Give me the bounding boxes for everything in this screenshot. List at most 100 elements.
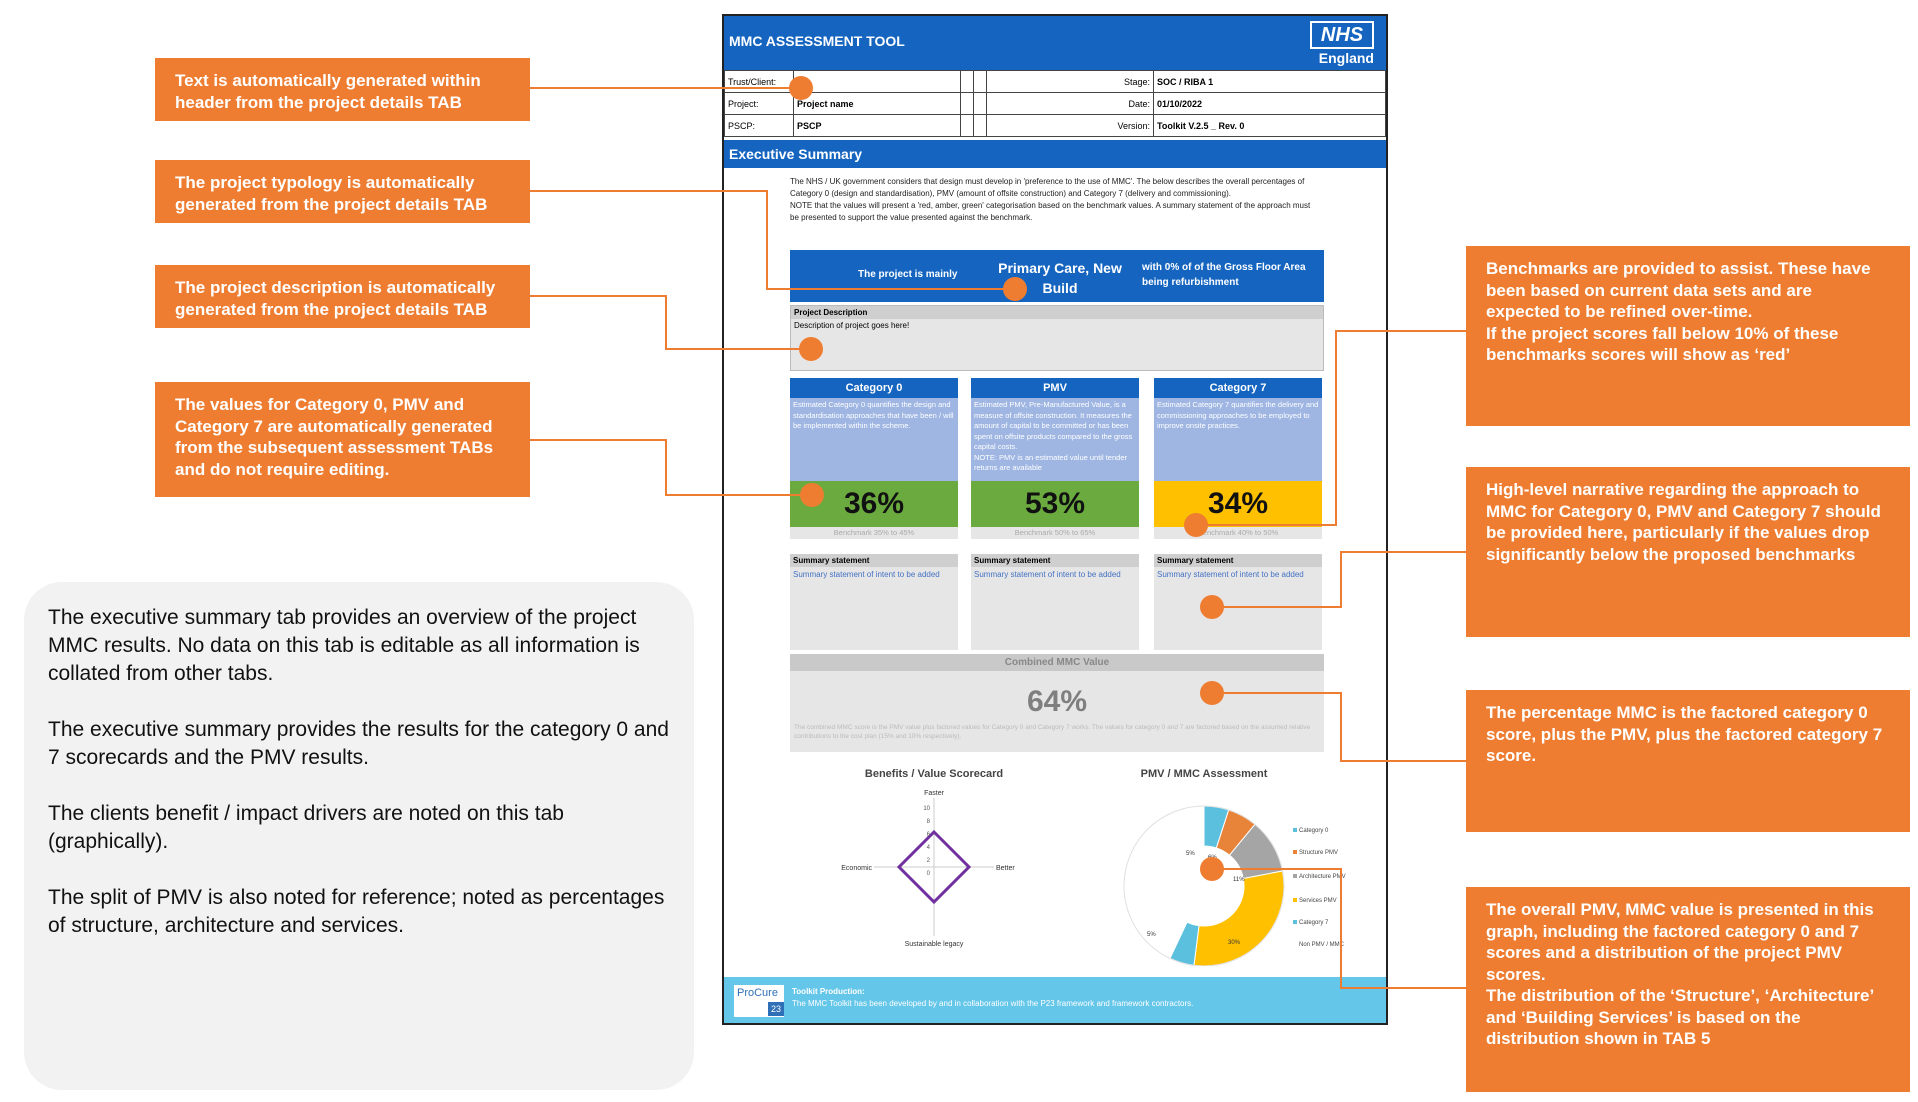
pscp-label: PSCP: [724, 114, 794, 137]
typology-prefix: The project is mainly [858, 269, 958, 280]
category-name: Category 7 [1154, 378, 1322, 398]
document-footer: ProCure 23 Toolkit Production: The MMC T… [724, 977, 1386, 1023]
combined-mmc-value: 64% [1026, 685, 1088, 718]
radar-tick: 10 [923, 806, 930, 812]
donut-chart: 5% 6% 11% 30% 5% Category 0 Structure PM… [1123, 805, 1346, 966]
procure-logo-text: ProCure [737, 987, 778, 999]
executive-summary-heading: Executive Summary [724, 140, 1386, 168]
summary-text: Summary statement of intent to be added [974, 570, 1121, 579]
connector-dot [800, 483, 824, 507]
project-description-box: Project Description Description of proje… [790, 305, 1324, 371]
summary-statement-box: Summary statement Summary statement of i… [1154, 554, 1322, 650]
note-paragraph: The clients benefit / impact drivers are… [48, 802, 564, 853]
legend-item: Category 0 [1299, 828, 1329, 834]
connector-dot [1200, 857, 1224, 881]
category-value: 53% [971, 481, 1139, 527]
radar-chart-title: Benefits / Value Scorecard [864, 768, 1004, 780]
project-description-text: Description of project goes here! [794, 321, 910, 330]
nhs-logo: NHS [1310, 21, 1374, 49]
connector-dot [1184, 513, 1208, 537]
note-paragraph: The split of PMV is also noted for refer… [48, 886, 665, 937]
connector-dot [1200, 595, 1224, 619]
radar-axis-sustainable: Sustainable legacy [905, 941, 964, 948]
category-name: Category 0 [790, 378, 958, 398]
donut-label: 30% [1228, 940, 1241, 946]
summary-statement-box: Summary statement Summary statement of i… [790, 554, 958, 650]
note-paragraph: The executive summary provides the resul… [48, 718, 669, 769]
radar-tick: 4 [927, 845, 931, 851]
callout-project-description: The project description is automatically… [155, 265, 530, 328]
callout-project-typology: The project typology is automatically ge… [155, 160, 530, 223]
category-name: PMV [971, 378, 1139, 398]
summary-heading: Summary statement [1154, 554, 1322, 567]
radar-axis-faster: Faster [924, 790, 945, 797]
callout-narrative: High-level narrative regarding the appro… [1466, 467, 1910, 637]
callout-overall-pmv: The overall PMV, MMC value is presented … [1466, 887, 1910, 1092]
connector-dot [1200, 681, 1224, 705]
donut-outline [1123, 805, 1285, 966]
radar-axis-economic: Economic [841, 865, 872, 872]
pmv-card: PMV Estimated PMV, Pre-Manufactured Valu… [971, 378, 1139, 539]
document-header: MMC ASSESSMENT TOOL NHS England [724, 16, 1386, 70]
executive-summary-document: MMC ASSESSMENT TOOL NHS England Trust/Cl… [722, 14, 1388, 1025]
connector-line [1212, 692, 1466, 762]
explanation-note: The executive summary tab provides an ov… [24, 582, 694, 1090]
version-value: Toolkit V.2.5 _ Rev. 0 [1153, 114, 1386, 137]
project-description-heading: Project Description [791, 306, 1323, 319]
note-paragraph: The executive summary tab provides an ov… [48, 606, 640, 685]
connector-dot [789, 76, 813, 100]
category-benchmark: Benchmark 35% to 45% [790, 527, 958, 539]
callout-category-values: The values for Category 0, PMV and Categ… [155, 382, 530, 497]
callout-header-text: Text is automatically generated within h… [155, 58, 530, 121]
project-info-table: Trust/Client: T... Stage: SOC / RIBA 1 P… [724, 70, 1386, 137]
summary-heading: Summary statement [790, 554, 958, 567]
radar-axis-better: Better [996, 865, 1015, 872]
category-description: Estimated PMV, Pre-Manufactured Value, i… [971, 398, 1139, 481]
radar-tick: 2 [927, 858, 931, 864]
radar-tick: 6 [927, 832, 931, 838]
legend-item: Services PMV [1299, 898, 1337, 904]
footer-heading: Toolkit Production: [792, 987, 865, 996]
typology-value: Primary Care, New Build [998, 260, 1122, 296]
procure23-logo: ProCure 23 [734, 985, 784, 1017]
legend-item: Structure PMV [1299, 850, 1338, 856]
category-7-card: Category 7 Estimated Category 7 quantifi… [1154, 378, 1322, 539]
pscp-value: PSCP [793, 114, 961, 137]
procure-logo-number: 23 [768, 1002, 784, 1016]
category-benchmark: Benchmark 50% to 65% [971, 527, 1139, 539]
donut-label: 5% [1147, 932, 1156, 938]
radar-series-polygon [896, 829, 972, 905]
nhs-logo-subtitle: England [1318, 50, 1374, 66]
connector-line [1196, 330, 1466, 526]
document-title: MMC ASSESSMENT TOOL [729, 33, 905, 49]
legend-item: Non PMV / MMC [1299, 942, 1345, 948]
typology-suffix: with 0% of of the Gross Floor Area being… [1142, 262, 1306, 288]
connector-line [530, 190, 1015, 290]
legend-item: Architecture PMV [1299, 874, 1346, 880]
donut-label: 5% [1186, 851, 1195, 857]
intro-text: The NHS / UK government considers that d… [790, 177, 1311, 222]
summary-statement-box: Summary statement Summary statement of i… [971, 554, 1139, 650]
callout-benchmarks: Benchmarks are provided to assist. These… [1466, 246, 1910, 426]
connector-line [530, 439, 812, 496]
connector-line [530, 295, 811, 350]
typology-banner: The project is mainly Primary Care, New … [790, 250, 1324, 302]
summary-heading: Summary statement [971, 554, 1139, 567]
legend-item: Category 7 [1299, 920, 1329, 926]
footer-text: The MMC Toolkit has been developed by an… [792, 999, 1194, 1008]
radar-tick: 0 [927, 871, 931, 877]
radar-tick: 8 [927, 819, 931, 825]
radar-chart: Faster Better Sustainable legacy Economi… [841, 790, 1015, 948]
combined-mmc-box: Combined MMC Value 64% The combined MMC … [790, 654, 1324, 752]
connector-line [1212, 868, 1466, 989]
connector-dot [799, 337, 823, 361]
connector-dot [1003, 277, 1027, 301]
category-value: 34% [1154, 481, 1322, 527]
combined-mmc-heading: Combined MMC Value [790, 654, 1324, 671]
category-description: Estimated Category 7 quantifies the deli… [1154, 398, 1322, 481]
donut-label: 11% [1233, 877, 1245, 883]
combined-mmc-note: The combined MMC score is the PMV value … [794, 724, 1311, 740]
callout-percentage-mmc: The percentage MMC is the factored categ… [1466, 690, 1910, 832]
category-description: Estimated Category 0 quantifies the desi… [790, 398, 958, 481]
